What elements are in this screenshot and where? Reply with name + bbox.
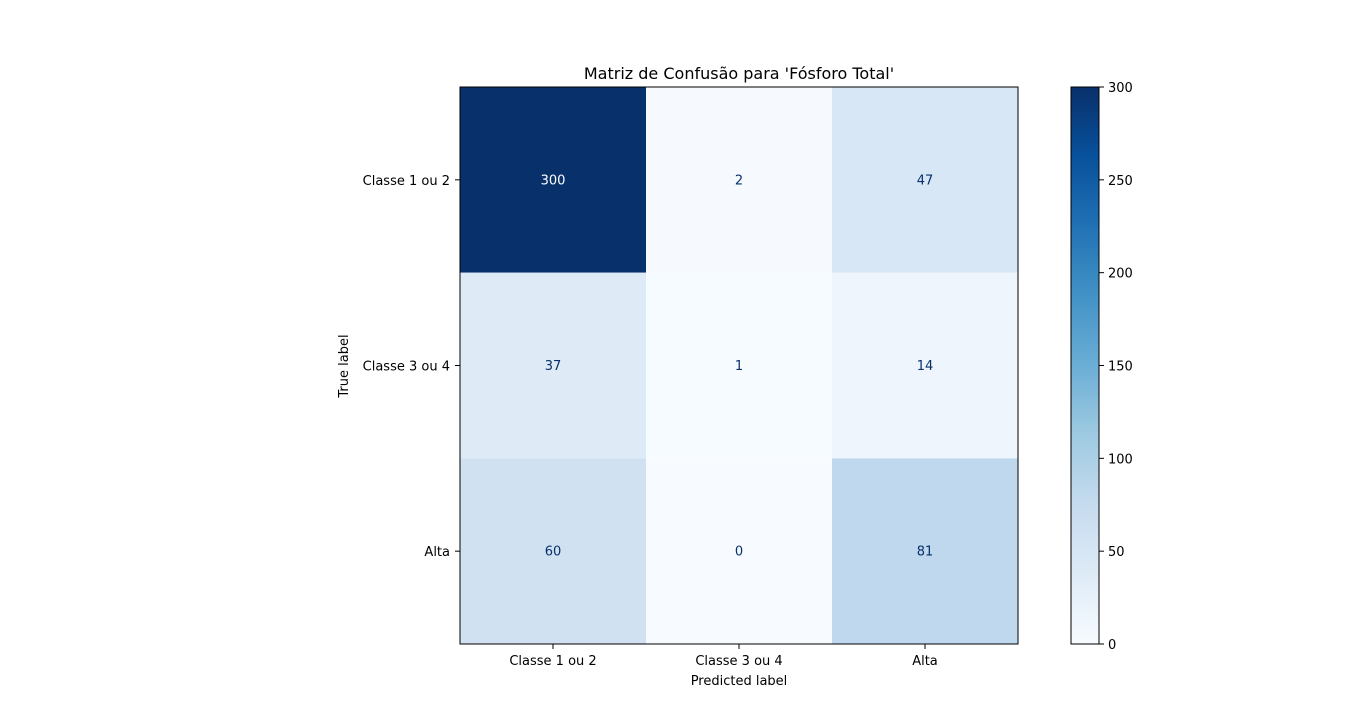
y-tick-label: Alta (424, 545, 450, 560)
heatmap-cell-2-0 (460, 458, 646, 644)
heatmap-cell-1-2 (832, 272, 1018, 459)
x-axis-ticks: Classe 1 ou 2 Classe 3 ou 4 Alta (509, 644, 938, 669)
heatmap-cell-0-0 (460, 87, 646, 273)
cell-value-label-0-0: 300 (541, 173, 566, 188)
x-tick-label: Alta (912, 654, 938, 669)
chart-title: Matriz de Confusão para 'Fósforo Total' (584, 64, 894, 83)
heatmap-cells (460, 87, 1018, 644)
heatmap-cell-1-1 (646, 272, 832, 459)
y-tick-label: Classe 1 ou 2 (363, 174, 450, 189)
cell-value-label-1-0: 37 (545, 359, 562, 374)
cell-value-label-1-2: 14 (917, 359, 934, 374)
heatmap-cell-2-1 (646, 458, 832, 644)
colorbar-tick-label: 250 (1108, 174, 1133, 189)
heatmap-cell-0-1 (646, 87, 832, 273)
cell-value-label-0-2: 47 (917, 173, 934, 188)
y-axis-ticks: Classe 1 ou 2 Classe 3 ou 4 Alta (363, 174, 460, 560)
x-tick-label: Classe 3 ou 4 (695, 654, 782, 669)
colorbar-tick-label: 150 (1108, 360, 1133, 375)
x-tick-label: Classe 1 ou 2 (509, 654, 596, 669)
cell-value-label-1-1: 1 (735, 359, 743, 374)
y-axis-label: True label (337, 334, 352, 398)
colorbar (1070, 86, 1100, 645)
colorbar-tick-label: 0 (1108, 638, 1116, 653)
colorbar-tick-label: 50 (1108, 545, 1125, 560)
cell-value-label-0-1: 2 (735, 173, 743, 188)
colorbar-tick-label: 200 (1108, 267, 1133, 282)
cell-value-label-2-2: 81 (917, 545, 934, 560)
heatmap-cell-2-2 (832, 458, 1018, 644)
cell-value-labels: 300 2 47 37 1 14 60 0 81 (541, 173, 934, 559)
heatmap-cell-0-2 (832, 87, 1018, 273)
colorbar-tick-label: 100 (1108, 452, 1133, 467)
colorbar-tick-label: 300 (1108, 81, 1133, 96)
x-axis-label: Predicted label (691, 674, 788, 689)
cell-value-label-2-1: 0 (735, 545, 743, 560)
heatmap-cell-1-0 (460, 272, 646, 459)
y-tick-label: Classe 3 ou 4 (363, 360, 450, 375)
cell-value-label-2-0: 60 (545, 545, 562, 560)
colorbar-ticks: 0 50 100 150 200 250 300 (1099, 81, 1133, 653)
